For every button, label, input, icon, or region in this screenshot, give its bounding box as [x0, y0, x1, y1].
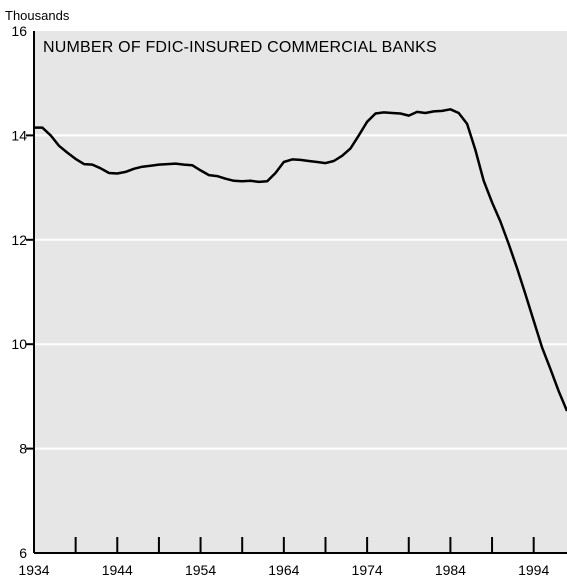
y-tick-label: 10 [11, 336, 27, 352]
unit-label: Thousands [5, 8, 70, 23]
series-line [34, 108, 567, 412]
x-tick-label: 1964 [268, 562, 299, 578]
gridlines [34, 134, 567, 450]
x-tick-labels: 1934 1944 1954 1964 1974 1984 1994 [18, 562, 549, 578]
x-tick-label: 1934 [18, 562, 49, 578]
x-tick-label: 1944 [102, 562, 133, 578]
plot-background [34, 31, 567, 553]
y-tick-label: 16 [11, 23, 27, 39]
x-tick-label: 1954 [185, 562, 216, 578]
y-tick-labels: 6 8 10 12 14 16 [11, 23, 27, 561]
y-tick-label: 8 [19, 441, 27, 457]
axes [26, 31, 567, 554]
y-tick-label: 6 [19, 545, 27, 561]
x-tick-label: 1974 [352, 562, 383, 578]
y-tick-label: 14 [11, 127, 27, 143]
x-tick-label: 1984 [435, 562, 466, 578]
chart-title: NUMBER OF FDIC-INSURED COMMERCIAL BANKS [43, 39, 437, 56]
y-tick-label: 12 [11, 232, 27, 248]
x-tick-label: 1994 [518, 562, 549, 578]
